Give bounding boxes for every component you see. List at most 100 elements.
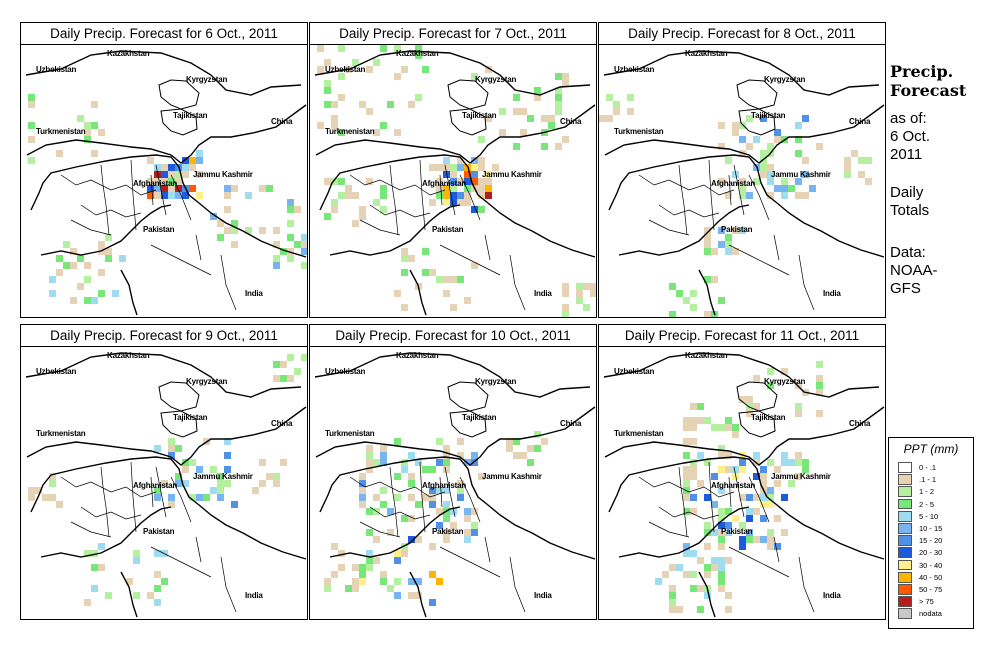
map-label-tajikistan: Tajikistan (173, 413, 208, 422)
precip-cell (739, 466, 746, 473)
precip-cell (387, 585, 394, 592)
precip-cell (711, 248, 718, 255)
precip-cell (49, 494, 56, 501)
precip-cell (690, 494, 697, 501)
legend-swatch (898, 498, 912, 510)
precip-cell (450, 276, 457, 283)
precip-cell (373, 494, 380, 501)
precip-cell (718, 297, 725, 304)
precip-cell (513, 108, 520, 115)
precip-cell (788, 480, 795, 487)
map-label-turkmenistan: Turkmenistan (325, 127, 375, 136)
precip-cell (457, 164, 464, 171)
map-label-kazakhstan: Kazakhstan (396, 49, 439, 58)
precip-cell (301, 262, 307, 269)
precip-cell (189, 164, 196, 171)
precip-cell (725, 508, 732, 515)
precip-cell (767, 543, 774, 550)
precip-cell (471, 171, 478, 178)
precip-cell (464, 297, 471, 304)
precip-cell (408, 255, 415, 262)
precip-cell (562, 311, 569, 317)
precip-cell (380, 571, 387, 578)
precip-cell (485, 192, 492, 199)
borders (314, 50, 596, 316)
precip-cell (196, 150, 203, 157)
precip-cell (513, 143, 520, 150)
precip-cell (154, 445, 161, 452)
precip-cell (457, 438, 464, 445)
precip-cell (760, 157, 767, 164)
precip-field (28, 354, 307, 606)
precip-cell (767, 536, 774, 543)
precip-cell (767, 382, 774, 389)
precip-cell (224, 466, 231, 473)
precip-cell (746, 115, 753, 122)
map-label-tajikistan: Tajikistan (751, 413, 786, 422)
precip-cell (91, 122, 98, 129)
precip-cell (408, 515, 415, 522)
precip-cell (627, 94, 634, 101)
precip-cell (725, 466, 732, 473)
precip-cell (513, 438, 520, 445)
precip-cell (858, 171, 865, 178)
precip-cell (154, 571, 161, 578)
map-label-jammu-kashmir: Jammu Kashmir (482, 170, 542, 179)
precip-cell (28, 136, 35, 143)
borders (314, 352, 596, 618)
panel-title: Daily Precip. Forecast for 6 Oct., 2011 (21, 23, 307, 45)
precip-cell (359, 473, 366, 480)
precip-cell (690, 424, 697, 431)
precip-cell (795, 122, 802, 129)
precip-cell (485, 178, 492, 185)
precip-cell (746, 508, 753, 515)
precip-cell (450, 522, 457, 529)
precip-cell (718, 241, 725, 248)
precip-cell (317, 45, 324, 52)
precip-cell (669, 599, 676, 606)
precip-cell (457, 452, 464, 459)
precip-cell (746, 403, 753, 410)
precip-cell (345, 192, 352, 199)
precip-cell (471, 529, 478, 536)
precip-cell (182, 466, 189, 473)
precip-cell (816, 375, 823, 382)
precip-cell (746, 192, 753, 199)
precip-cell (408, 578, 415, 585)
precip-cell (795, 410, 802, 417)
precip-cell (324, 578, 331, 585)
precip-cell (380, 185, 387, 192)
precip-cell (359, 213, 366, 220)
precip-cell (613, 108, 620, 115)
precip-cell (767, 487, 774, 494)
precip-cell (774, 466, 781, 473)
precip-cell (394, 473, 401, 480)
precip-cell (464, 515, 471, 522)
precip-cell (471, 164, 478, 171)
precip-cell (795, 473, 802, 480)
precip-cell (154, 164, 161, 171)
precip-cell (520, 129, 527, 136)
precip-cell (161, 578, 168, 585)
precip-cell (471, 73, 478, 80)
legend-swatch (898, 535, 912, 546)
precip-cell (105, 234, 112, 241)
precip-cell (401, 550, 408, 557)
precip-cell (331, 101, 338, 108)
precip-cell (802, 157, 809, 164)
side-title: Precip. Forecast (890, 62, 966, 100)
precip-cell (788, 185, 795, 192)
precip-cell (767, 164, 774, 171)
precip-cell (217, 487, 224, 494)
precip-cell (154, 185, 161, 192)
precip-cell (245, 227, 252, 234)
precip-cell (478, 192, 485, 199)
precip-cell (711, 557, 718, 564)
precip-cell (690, 417, 697, 424)
precip-cell (112, 290, 119, 297)
panel-title: Daily Precip. Forecast for 7 Oct., 2011 (310, 23, 596, 45)
precip-cell (294, 368, 301, 375)
map-label-tajikistan: Tajikistan (462, 111, 497, 120)
precip-cell (273, 375, 280, 382)
precip-cell (781, 185, 788, 192)
